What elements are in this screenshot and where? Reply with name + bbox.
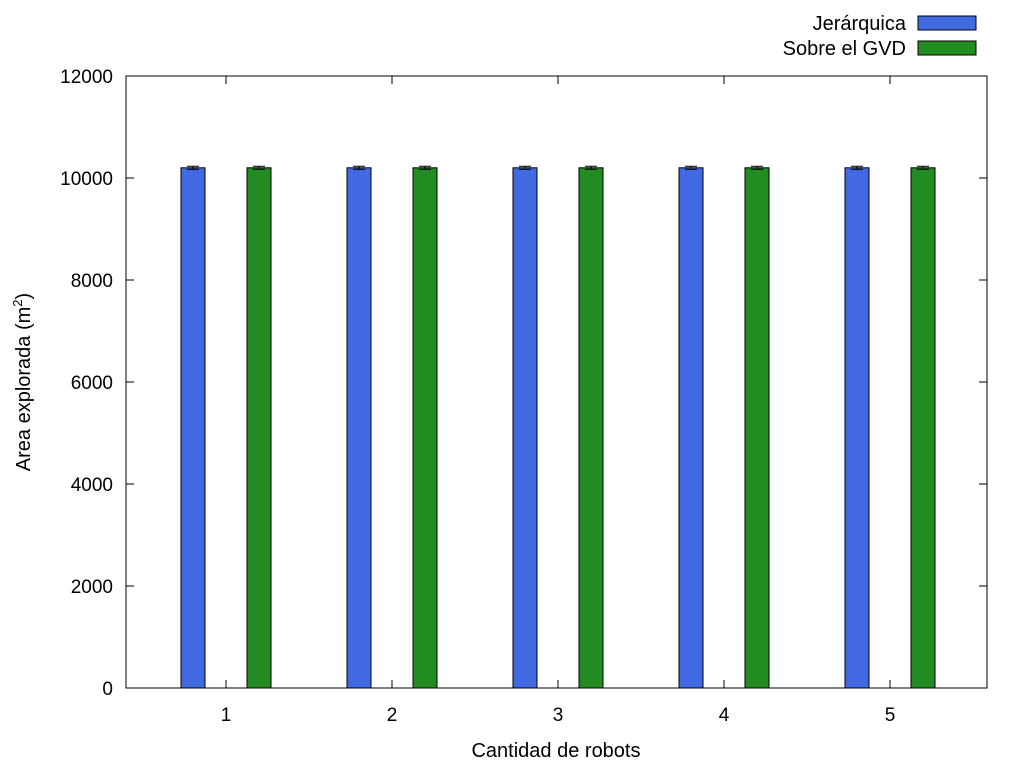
y-axis-label: Area explorada (m2) [10, 293, 35, 471]
x-tick-label: 5 [885, 705, 896, 726]
bar [512, 167, 538, 689]
y-tick-label: 0 [102, 679, 113, 700]
axis-ticks: 0 2000 4000 6000 8000 10000 12000 1 2 3 4 5 [60, 67, 987, 726]
y-axis-label-suffix: ) [13, 293, 35, 300]
bar [180, 167, 206, 689]
x-tick-label: 1 [221, 705, 232, 726]
bar [346, 167, 372, 689]
x-tick-label: 4 [719, 705, 730, 726]
legend-swatch [917, 40, 977, 56]
y-tick-label: 6000 [71, 373, 113, 394]
bar [412, 167, 438, 689]
legend-label: Sobre el GVD [783, 38, 906, 60]
x-tick-label: 3 [553, 705, 564, 726]
y-tick-label: 2000 [71, 577, 113, 598]
y-tick-label: 4000 [71, 475, 113, 496]
y-tick-label: 10000 [60, 169, 113, 190]
bar [678, 167, 704, 689]
bars [180, 165, 936, 689]
x-axis-label: Cantidad de robots [471, 740, 640, 762]
bar [744, 167, 770, 689]
legend-label: Jerárquica [813, 13, 907, 35]
bar [844, 167, 870, 689]
bar [910, 167, 936, 689]
x-tick-label: 2 [387, 705, 398, 726]
y-tick-label: 12000 [60, 67, 113, 88]
bar [578, 167, 604, 689]
y-axis-label-superscript: 2 [10, 299, 25, 306]
y-tick-label: 8000 [71, 271, 113, 292]
bar [246, 167, 272, 689]
legend: Jerárquica Sobre el GVD [783, 13, 977, 60]
legend-swatch [917, 15, 977, 31]
